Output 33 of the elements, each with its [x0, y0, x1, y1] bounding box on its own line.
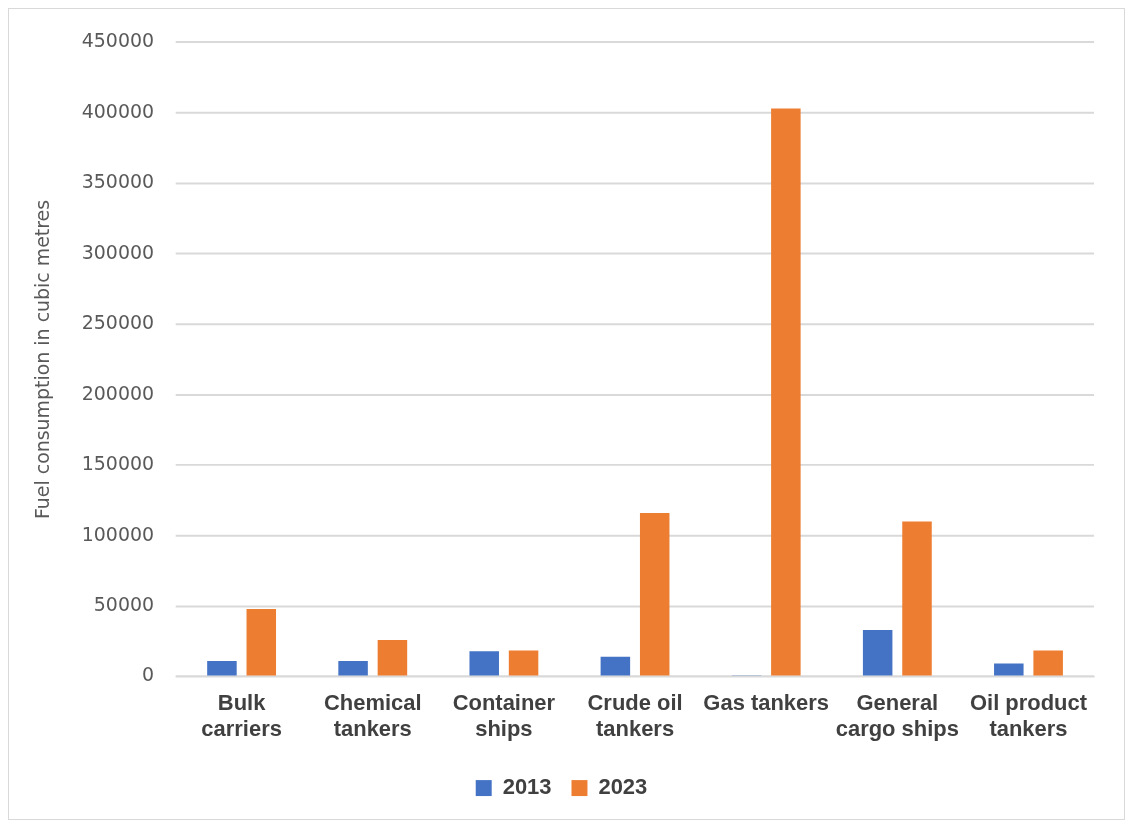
bar: [377, 639, 408, 676]
bar: [508, 650, 539, 676]
y-tick-label: 300000: [81, 240, 155, 263]
x-tick-label: Crude oil tankers: [587, 689, 683, 742]
legend-label: 2013: [502, 774, 552, 800]
x-tick-label: Bulk carriers: [201, 689, 282, 742]
bar: [771, 108, 801, 676]
bar: [338, 661, 368, 676]
y-tick-label: 150000: [81, 452, 155, 475]
x-tick-label: Gas tankers: [703, 689, 830, 715]
bar: [994, 663, 1024, 676]
y-tick-label: 100000: [81, 522, 155, 545]
legend-label: 2023: [598, 774, 648, 800]
x-tick-label: Container ships: [452, 689, 556, 742]
y-tick-label: 50000: [93, 593, 155, 616]
x-tick-label: Chemical tankers: [323, 689, 422, 742]
x-tick-label: Oil product tankers: [969, 689, 1088, 742]
bar: [600, 656, 631, 676]
bar: [207, 661, 237, 676]
y-tick-label: 0: [142, 663, 155, 686]
bar: [1033, 650, 1063, 676]
y-tick-label: 250000: [81, 311, 155, 334]
y-tick-label: 450000: [81, 29, 155, 52]
x-tick-label: General cargo ships: [835, 689, 959, 742]
y-tick-label: 200000: [81, 381, 155, 404]
bar: [862, 630, 893, 676]
y-tick-label: 400000: [81, 99, 155, 122]
bar: [469, 651, 499, 676]
bar: [639, 513, 670, 676]
y-axis-title: Fuel consumption in cubic metres: [31, 199, 54, 520]
y-tick-label: 350000: [81, 170, 155, 193]
bar: [902, 521, 932, 676]
bar: [246, 608, 277, 676]
